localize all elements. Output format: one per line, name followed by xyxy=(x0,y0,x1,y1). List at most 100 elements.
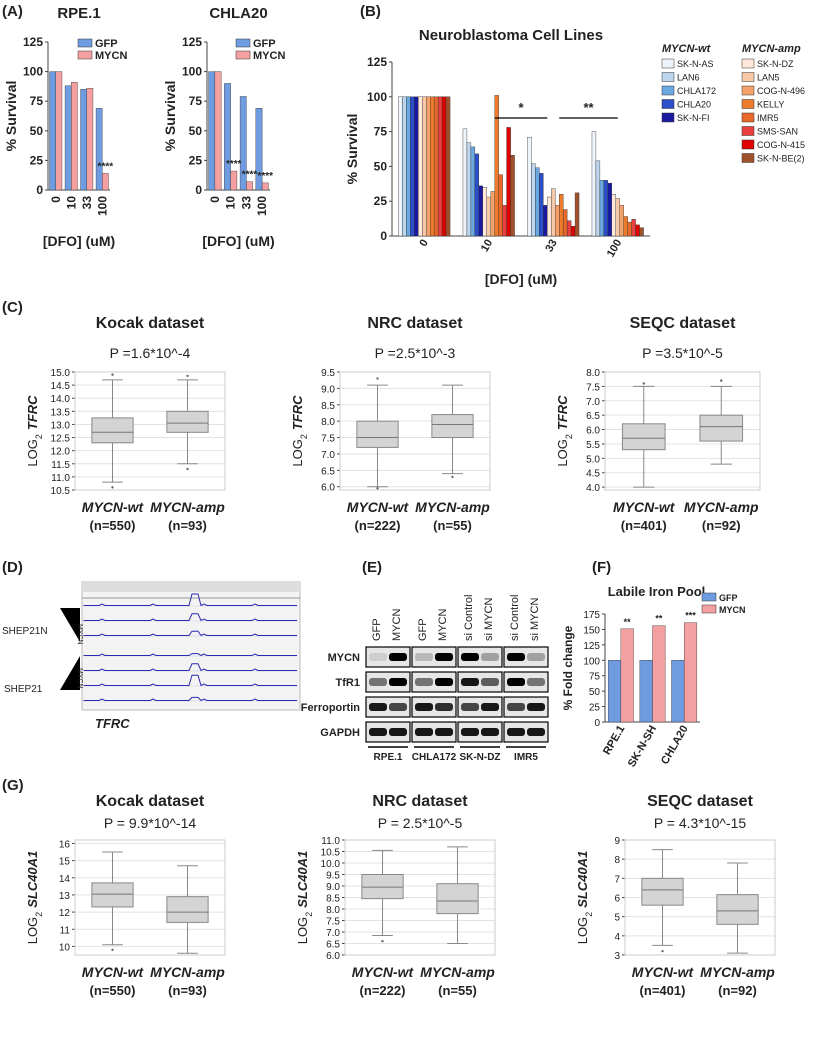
band xyxy=(415,728,433,736)
chart-title: Kocak dataset xyxy=(96,315,205,332)
y-tick-label: 7.0 xyxy=(586,397,600,408)
outlier xyxy=(381,940,384,943)
legend-label: GFP xyxy=(253,38,276,50)
x-tick-label: MYCN-wt xyxy=(82,964,145,980)
y-tick-label: 8.0 xyxy=(586,368,600,379)
legend-swatch xyxy=(701,592,717,602)
y-tick-label: 125 xyxy=(367,55,387,69)
chart-title: NRC dataset xyxy=(367,315,463,332)
legend-group: MYCN-wt xyxy=(662,43,712,55)
band xyxy=(527,703,545,711)
y-tick-label: 4.0 xyxy=(586,483,600,494)
y-tick-label: 5 xyxy=(614,913,620,924)
band xyxy=(461,703,479,711)
y-tick-label: 9.5 xyxy=(321,368,335,379)
x-tick-label: 100 xyxy=(605,238,625,260)
group-label: CHLA172 xyxy=(412,752,457,763)
y-tick-label: 10 xyxy=(59,942,71,953)
x-tick-label: MYCN-amp xyxy=(420,964,495,980)
y-tick-label: 5.0 xyxy=(586,454,600,465)
bar xyxy=(543,205,548,237)
bar xyxy=(102,173,109,191)
band xyxy=(507,653,525,661)
y-axis-label-part: 2 xyxy=(584,912,594,917)
bar xyxy=(547,196,552,237)
track-signal xyxy=(83,653,297,657)
blot-strip xyxy=(503,721,549,743)
band xyxy=(527,678,545,686)
band xyxy=(461,653,479,661)
browser-frame xyxy=(81,581,301,711)
n-label: (n=550) xyxy=(90,983,136,998)
browser-header xyxy=(82,582,300,592)
y-axis-label-part: TFRC xyxy=(25,395,40,430)
blot-strip xyxy=(411,721,457,743)
bar xyxy=(502,205,507,237)
bar xyxy=(418,96,423,237)
legend-label: GFP xyxy=(95,38,118,50)
band xyxy=(461,728,479,736)
bar xyxy=(506,127,511,237)
y-axis-label-part: LOG xyxy=(25,917,40,944)
chart-title: RPE.1 xyxy=(57,5,100,22)
x-tick-label: 33 xyxy=(239,196,253,210)
y-axis-label-part: LOG xyxy=(295,917,310,944)
y-tick-label: 50 xyxy=(374,159,388,173)
legend-swatch xyxy=(741,99,755,109)
bar xyxy=(441,96,447,237)
significance: **** xyxy=(257,171,273,182)
y-tick-label: 50 xyxy=(30,124,44,138)
x-tick-label: MYCN-wt xyxy=(347,499,410,515)
legend-label: SMS-SAN xyxy=(757,127,798,137)
y-tick-label: 10.5 xyxy=(321,848,341,859)
x-tick-label: 10 xyxy=(479,238,496,255)
y-axis-label-part: 2 xyxy=(34,912,44,917)
track-signal xyxy=(83,696,297,702)
track-signal xyxy=(83,663,297,672)
bar xyxy=(607,660,622,723)
y-tick-label: 100 xyxy=(23,65,43,79)
blot-strip xyxy=(457,646,503,668)
x-axis-label: [DFO] (uM) xyxy=(43,233,115,249)
n-label: (n=93) xyxy=(168,983,207,998)
box xyxy=(431,414,474,439)
bar xyxy=(671,660,685,723)
plot-frame xyxy=(344,839,496,956)
legend-swatch xyxy=(661,58,675,69)
plot-frame xyxy=(339,371,491,491)
x-tick-label: MYCN-wt xyxy=(613,499,676,515)
bar xyxy=(611,194,616,237)
legend-swatch xyxy=(741,58,755,69)
bar xyxy=(482,187,487,237)
legend-label: IMR5 xyxy=(757,113,779,123)
y-axis-label-part: TFRC xyxy=(555,395,570,430)
blot-strip xyxy=(503,696,549,718)
box xyxy=(91,417,134,444)
bar xyxy=(261,182,269,191)
blot-strip xyxy=(365,646,411,668)
group-label: SK-N-DZ xyxy=(459,752,500,763)
lane-label: GFP xyxy=(417,618,429,641)
bar xyxy=(539,173,544,237)
bar xyxy=(398,96,403,237)
legend-swatch xyxy=(661,112,675,123)
bar xyxy=(410,96,415,237)
y-axis-label: LOG2 SLC40A1 xyxy=(295,851,314,945)
n-label: (n=550) xyxy=(90,518,136,533)
y-tick-label: 75 xyxy=(30,94,44,108)
band xyxy=(389,653,407,661)
band xyxy=(461,678,479,686)
outlier xyxy=(111,948,114,952)
bar xyxy=(414,96,419,237)
y-tick-label: 4 xyxy=(614,932,620,943)
legend-swatch xyxy=(701,604,717,614)
x-tick-label: 10 xyxy=(64,196,78,210)
box xyxy=(166,896,209,923)
y-tick-label: 0 xyxy=(195,183,202,197)
band xyxy=(415,653,433,661)
bar xyxy=(402,96,407,237)
box xyxy=(641,877,684,906)
y-tick-label: 100 xyxy=(367,90,387,104)
band xyxy=(435,703,453,711)
panel-label: (E) xyxy=(362,559,382,576)
